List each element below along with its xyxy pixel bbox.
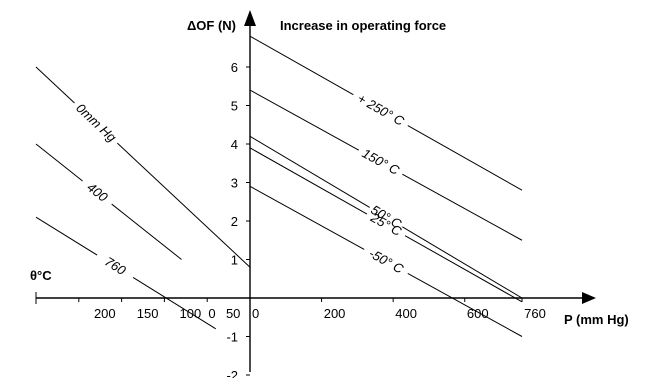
x-tick-label-left: 200 — [94, 306, 116, 321]
temperature-line — [249, 89, 360, 151]
x-axis-arrow — [582, 292, 596, 304]
tick-marks — [35, 66, 523, 376]
pressure-line — [35, 216, 98, 256]
temperature-line — [249, 135, 370, 208]
temperature-line — [402, 226, 523, 299]
pressure-series-label: 760 — [102, 254, 129, 279]
temperature-series-label: 150° C — [360, 146, 403, 179]
pressure-line — [35, 143, 83, 182]
x-tick-label: 760 — [524, 306, 546, 321]
x-axis-label: P (mm Hg) — [564, 312, 629, 327]
y-tick-label: 1 — [231, 253, 238, 268]
chart-title: Increase in operating force — [280, 18, 446, 33]
temperature-axis-label: θ°C — [30, 268, 52, 283]
temperature-line — [249, 35, 354, 96]
y-tick-label: 6 — [231, 60, 238, 75]
x-tick-label-left: 0 — [208, 306, 215, 321]
y-tick-labels: -2 -1 1 2 3 4 5 6 — [226, 60, 238, 378]
temperature-series-label: + 250° C — [355, 91, 407, 130]
y-tick-label: 2 — [231, 214, 238, 229]
x-tick-label-left: 50 — [226, 306, 240, 321]
y-tick-label: -1 — [226, 330, 238, 345]
x-tick-label: 600 — [467, 306, 489, 321]
pressure-line — [111, 203, 182, 260]
y-tick-label: -2 — [226, 368, 238, 378]
pressure-series-label: 0mm Hg — [73, 100, 120, 145]
x-tick-label: 0 — [252, 306, 259, 321]
y-tick-label: 5 — [231, 99, 238, 114]
pressure-line — [132, 277, 217, 330]
temperature-line — [249, 185, 365, 250]
temperature-line — [404, 235, 523, 303]
y-axis-arrow — [244, 10, 256, 26]
x-tick-label: 400 — [395, 306, 417, 321]
temperature-line — [249, 147, 368, 215]
x-tick-label-left: 100 — [180, 306, 202, 321]
pressure-line — [116, 142, 251, 268]
pressure-line — [35, 66, 75, 104]
y-tick-label: 3 — [231, 176, 238, 191]
temperature-series-label: -50° C — [366, 245, 406, 276]
y-axis-label: ΔOF (N) — [187, 18, 236, 33]
x-tick-labels: 0 200 400 600 760 200 150 100 50 0 — [94, 306, 546, 321]
temperature-line — [402, 173, 523, 241]
temperature-line — [407, 272, 523, 337]
x-tick-label-left: 150 — [137, 306, 159, 321]
y-tick-label: 4 — [231, 137, 238, 152]
series-lines — [35, 35, 523, 337]
x-tick-label: 200 — [324, 306, 346, 321]
pressure-series-label: 400 — [84, 179, 111, 205]
temperature-line — [407, 125, 523, 191]
